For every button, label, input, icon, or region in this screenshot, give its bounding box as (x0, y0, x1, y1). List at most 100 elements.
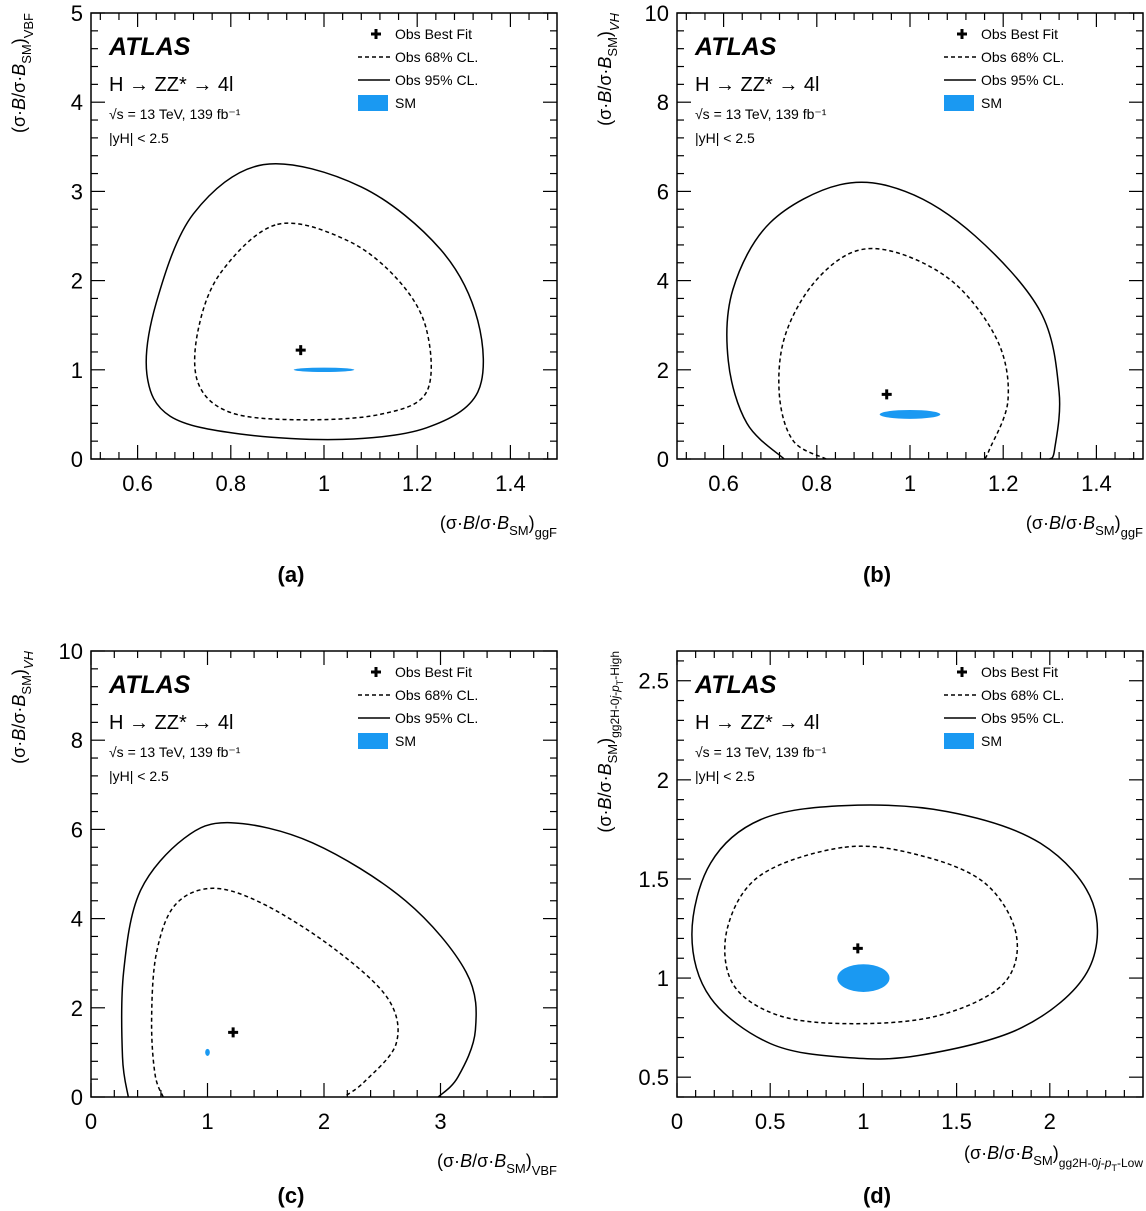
process-label: H → ZZ* → 4l (109, 74, 233, 96)
y-tick-label: 2 (657, 358, 669, 383)
y-tick-label: 3 (71, 179, 83, 204)
y-tick-label: 8 (657, 90, 669, 115)
y-axis-title: (σ·B/σ·BSM)VH (9, 650, 36, 763)
x-tick-label: 0 (85, 1109, 97, 1134)
x-axis-title: (σ·B/σ·BSM)gg2H-0j-pT-Low (964, 1143, 1143, 1173)
best-fit-marker (852, 943, 863, 954)
energy-label: √s = 13 TeV, 139 fb⁻¹ (695, 744, 827, 760)
y-tick-label: 0.5 (638, 1065, 669, 1090)
chart-panel-c: 0 1 2 3 0 2 4 6 8 10 (σ·B/σ·BSM)VBF (σ·B/σ·BSM)VH AT… (9, 639, 558, 1178)
legend-best-fit-swatch (371, 667, 381, 677)
y-tick-label: 2 (71, 269, 83, 294)
energy-label: √s = 13 TeV, 139 fb⁻¹ (695, 106, 827, 122)
x-tick-label: 1.2 (988, 471, 1019, 496)
sm-point (205, 1048, 210, 1056)
y-tick-label: 0 (71, 447, 83, 472)
best-fit-marker (295, 345, 306, 356)
contour-68 (193, 222, 433, 421)
contour-95 (120, 821, 477, 1097)
plot-frame (676, 650, 1144, 1098)
x-tick-label: 2 (1044, 1109, 1056, 1134)
legend-best-fit: Obs Best Fit (981, 664, 1058, 680)
process-label: H → ZZ* → 4l (695, 712, 819, 734)
contours (691, 804, 1099, 1060)
x-tick-label: 1 (201, 1109, 213, 1134)
x-tick-label: 0.6 (122, 471, 153, 496)
legend-best-fit: Obs Best Fit (981, 26, 1058, 42)
y-tick-label: 4 (71, 907, 83, 932)
y-tick-label: 4 (657, 269, 669, 294)
sm-point (879, 409, 941, 419)
legend-95: Obs 95% CL. (395, 72, 478, 88)
rapidity-label: |yH| < 2.5 (109, 768, 169, 784)
legend-sm: SM (981, 95, 1002, 111)
y-tick-label: 0 (657, 447, 669, 472)
contour-95 (726, 181, 1061, 459)
legend-95: Obs 95% CL. (395, 710, 478, 726)
y-tick-label: 2 (71, 996, 83, 1021)
x-tick-label: 1.5 (941, 1109, 972, 1134)
contour-68 (724, 845, 1019, 1025)
best-fit-marker (228, 1027, 239, 1038)
y-tick-label: 6 (657, 179, 669, 204)
legend-95: Obs 95% CL. (981, 72, 1064, 88)
y-tick-label: 5 (71, 1, 83, 26)
y-tick-label: 1 (71, 358, 83, 383)
legend-95: Obs 95% CL. (981, 710, 1064, 726)
panel-label-c: (c) (278, 1183, 305, 1208)
x-tick-label: 1.2 (402, 471, 433, 496)
contour-68 (150, 887, 399, 1097)
legend-sm-swatch (358, 733, 388, 749)
legend-68: Obs 68% CL. (395, 49, 478, 65)
rapidity-label: |yH| < 2.5 (695, 130, 755, 146)
chart-panel-a: 0.6 0.8 1 1.2 1.4 0 1 2 3 4 5 (σ·B/σ·BSM)ggF (σ·B/σ·… (9, 1, 558, 540)
x-tick-label: 0.8 (802, 471, 833, 496)
x-tick-label: 0.8 (216, 471, 247, 496)
panel-label-d: (d) (863, 1183, 891, 1208)
sm-point (293, 367, 355, 373)
y-tick-label: 2.5 (638, 669, 669, 694)
legend-best-fit-swatch (957, 667, 967, 677)
x-tick-label: 0.5 (755, 1109, 786, 1134)
chart-panel-d: 0 0.5 1 1.5 20.511.522.5(σ·B/σ·BSM)gg2H-0j-p… (595, 650, 1144, 1173)
legend-68: Obs 68% CL. (981, 49, 1064, 65)
x-tick-label: 2 (318, 1109, 330, 1134)
rapidity-label: |yH| < 2.5 (695, 768, 755, 784)
best-fit-marker (881, 389, 892, 400)
atlas-label: ATLAS (694, 671, 777, 699)
y-axis-title: (σ·B/σ·BSM)VH (595, 12, 622, 125)
energy-label: √s = 13 TeV, 139 fb⁻¹ (109, 106, 241, 122)
process-label: H → ZZ* → 4l (109, 712, 233, 734)
legend-sm-swatch (358, 95, 388, 111)
y-tick-label: 2 (657, 768, 669, 793)
atlas-label: ATLAS (108, 33, 191, 61)
x-axis-title: (σ·B/σ·BSM)VBF (437, 1151, 557, 1178)
x-tick-label: 3 (434, 1109, 446, 1134)
y-axis-title: (σ·B/σ·BSM)gg2H-0j-pT-High (595, 651, 625, 833)
x-tick-label: 0 (671, 1109, 683, 1134)
x-tick-label: 1 (857, 1109, 869, 1134)
y-tick-label: 1 (657, 966, 669, 991)
contours (726, 181, 1061, 459)
contours (145, 163, 485, 441)
x-tick-label: 1.4 (1081, 471, 1112, 496)
y-axis-title: (σ·B/σ·BSM)VBF (9, 13, 36, 133)
legend-sm: SM (395, 95, 416, 111)
y-tick-label: 0 (71, 1085, 83, 1110)
y-tick-label: 4 (71, 90, 83, 115)
legend-best-fit: Obs Best Fit (395, 26, 472, 42)
legend-68: Obs 68% CL. (395, 687, 478, 703)
chart-panel-b: 0.6 0.8 1 1.2 1.4 0 2 4 6 8 10 (σ·B/σ·BSM)ggF (σ·B/σ… (595, 1, 1144, 540)
atlas-label: ATLAS (108, 671, 191, 699)
panel-label-a: (a) (278, 562, 305, 587)
rapidity-label: |yH| < 2.5 (109, 130, 169, 146)
contour-68 (778, 247, 1010, 459)
sm-point (837, 964, 890, 992)
x-tick-label: 1 (318, 471, 330, 496)
x-tick-label: 1 (904, 471, 916, 496)
x-tick-label: 1.4 (495, 471, 526, 496)
contour-95 (145, 163, 485, 441)
legend-best-fit: Obs Best Fit (395, 664, 472, 680)
y-tick-label: 6 (71, 817, 83, 842)
